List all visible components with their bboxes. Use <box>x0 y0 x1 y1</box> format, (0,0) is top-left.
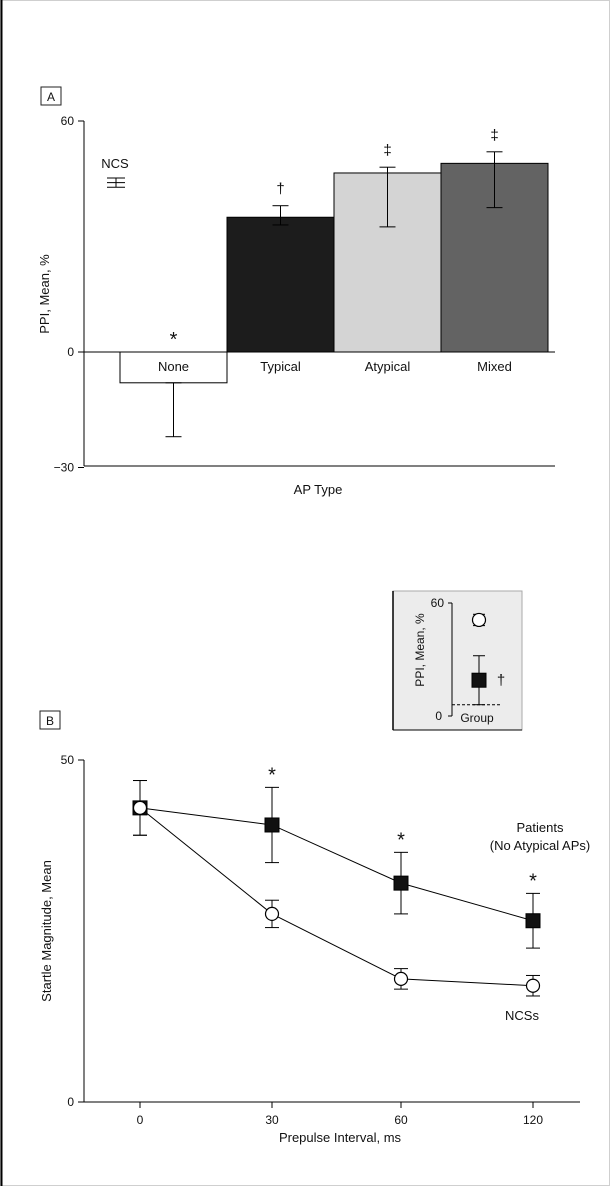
inset-marks: † <box>452 612 505 706</box>
panel-b-ytick-label: 0 <box>67 1095 74 1109</box>
panel-b-xtick-label: 60 <box>394 1113 408 1127</box>
inset-ylabel: PPI, Mean, % <box>413 613 427 687</box>
significance-marker: † <box>497 672 505 689</box>
panel-b-label: B <box>46 714 54 728</box>
inset-panel: 60 0 PPI, Mean, % Group † <box>392 590 523 731</box>
panel-a: A 60 0 −30 PPI, Mean, % AP Type NCS None * T… <box>37 86 555 497</box>
category-label: Typical <box>260 359 301 374</box>
bar-typical <box>226 216 335 353</box>
inset-background <box>392 590 523 731</box>
patients-line <box>139 807 534 922</box>
panel-a-xlabel: AP Type <box>294 482 343 497</box>
panel-a-label: A <box>47 90 55 104</box>
patients-point <box>264 817 280 833</box>
panel-a-ytick-label: 0 <box>67 345 74 359</box>
panel-b: B 50 0 0 30 60 120 Startle Magnitude, Mean Pr… <box>39 710 590 1145</box>
panel-b-xtick-label: 0 <box>137 1113 144 1127</box>
significance-marker: * <box>268 764 276 786</box>
category-label: Atypical <box>365 359 411 374</box>
significance-marker: * <box>397 829 405 851</box>
panel-b-ticks: 50 0 0 30 60 120 <box>61 753 544 1127</box>
inset-patients-point <box>471 672 487 688</box>
ncs-point <box>264 906 280 922</box>
panel-a-ncs-label: NCS <box>101 156 129 171</box>
category-label: Mixed <box>477 359 512 374</box>
panel-b-xtick-label: 120 <box>523 1113 543 1127</box>
inset-ncs-point <box>471 612 487 628</box>
inset-ytick-top-label: 60 <box>431 596 445 610</box>
panel-a-marks: None * Typical † Atypical ‡ Mixed ‡ <box>107 127 549 438</box>
panel-a-ytick-label: 60 <box>61 114 75 128</box>
panel-a-ytick-label: −30 <box>54 461 75 475</box>
patients-point <box>525 913 541 929</box>
category-label: None <box>158 359 189 374</box>
ncs-point <box>525 978 541 993</box>
panel-b-label-box <box>39 710 61 730</box>
panel-b-ytick-label: 50 <box>61 753 75 767</box>
ncs-line <box>139 807 534 987</box>
bar-none <box>119 351 228 384</box>
panel-a-ticks: 60 0 −30 <box>54 114 84 475</box>
panel-b-marks: * * * <box>132 764 541 997</box>
significance-marker: † <box>276 181 284 198</box>
panel-b-xtick-label: 30 <box>265 1113 279 1127</box>
significance-marker: ‡ <box>383 142 391 159</box>
ncs-series-label: NCSs <box>505 1008 539 1023</box>
ncs-point <box>132 800 148 815</box>
patients-label-line2: (No Atypical APs) <box>490 838 590 853</box>
panel-b-xlabel: Prepulse Interval, ms <box>279 1130 402 1145</box>
panel-b-ylabel: Startle Magnitude, Mean <box>39 860 54 1002</box>
significance-marker: * <box>170 329 178 351</box>
inset-ytick-bottom-label: 0 <box>435 709 442 723</box>
panel-a-label-box <box>40 86 62 106</box>
patients-point <box>393 875 409 891</box>
panel-a-ylabel: PPI, Mean, % <box>37 254 52 334</box>
ncs-point <box>393 971 409 986</box>
patients-label-line1: Patients <box>517 820 564 835</box>
inset-xlabel: Group <box>460 711 494 725</box>
significance-marker: * <box>529 870 537 892</box>
significance-marker: ‡ <box>490 127 498 144</box>
